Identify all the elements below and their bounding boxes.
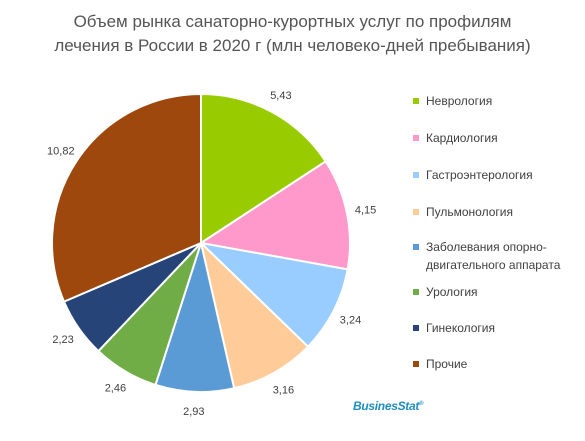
chart-title-line-2: лечения в России в 2020 г (млн человеко-… <box>54 36 531 55</box>
legend-label: Пульмонология <box>426 205 513 219</box>
legend-item-6: Урология <box>413 283 478 301</box>
legend-item-2: Кардиология <box>413 129 498 147</box>
chart-title-line-1: Объем рынка санаторно-курортных услуг по… <box>73 12 512 31</box>
data-label-7: 2,23 <box>52 334 73 346</box>
legend-item-3: Гастроэнтерология <box>413 166 533 184</box>
data-label-4: 3,16 <box>273 384 294 396</box>
pie-slice-8 <box>50 92 202 303</box>
data-label-6: 2,46 <box>105 383 126 395</box>
legend-item-1: Неврология <box>413 92 492 110</box>
legend-label: Гинекология <box>426 321 496 335</box>
legend-swatch <box>413 172 419 178</box>
legend-item-7: Гинекология <box>413 319 495 337</box>
legend-swatch <box>413 209 419 215</box>
legend-item-5: Заболевания опорно- двигательного аппара… <box>413 238 560 274</box>
legend-label: Гастроэнтерология <box>426 168 533 182</box>
pie-slice-4 <box>199 239 310 390</box>
pie-slice-1 <box>200 92 328 245</box>
legend-label: Кардиология <box>426 131 498 145</box>
chart-title: Объем рынка санаторно-курортных услуг по… <box>0 10 585 58</box>
legend-swatch <box>413 135 419 141</box>
data-label-8: 10,82 <box>47 146 75 158</box>
data-label-1: 5,43 <box>270 90 291 102</box>
legend-label: Урология <box>426 285 478 299</box>
legend-swatch <box>413 361 419 367</box>
data-label-2: 4,15 <box>355 205 376 217</box>
pie-slice-2 <box>198 160 351 271</box>
legend-swatch <box>413 244 419 250</box>
pie-slice-3 <box>197 241 349 349</box>
data-label-5: 2,93 <box>183 406 204 418</box>
data-label-3: 3,24 <box>340 315 361 327</box>
legend-swatch <box>413 98 419 104</box>
legend-item-8: Прочие <box>413 355 467 373</box>
legend-label: Прочие <box>426 357 468 371</box>
legend-label: Заболевания опорно- двигательного аппара… <box>426 240 561 272</box>
businesstat-logo: BusinesStat® <box>353 399 424 413</box>
logo-text: BusinesStat <box>353 399 420 413</box>
legend-swatch <box>413 325 419 331</box>
legend-swatch <box>413 289 419 295</box>
legend-item-4: Пульмонология <box>413 203 513 221</box>
legend-label: Неврология <box>426 94 493 108</box>
